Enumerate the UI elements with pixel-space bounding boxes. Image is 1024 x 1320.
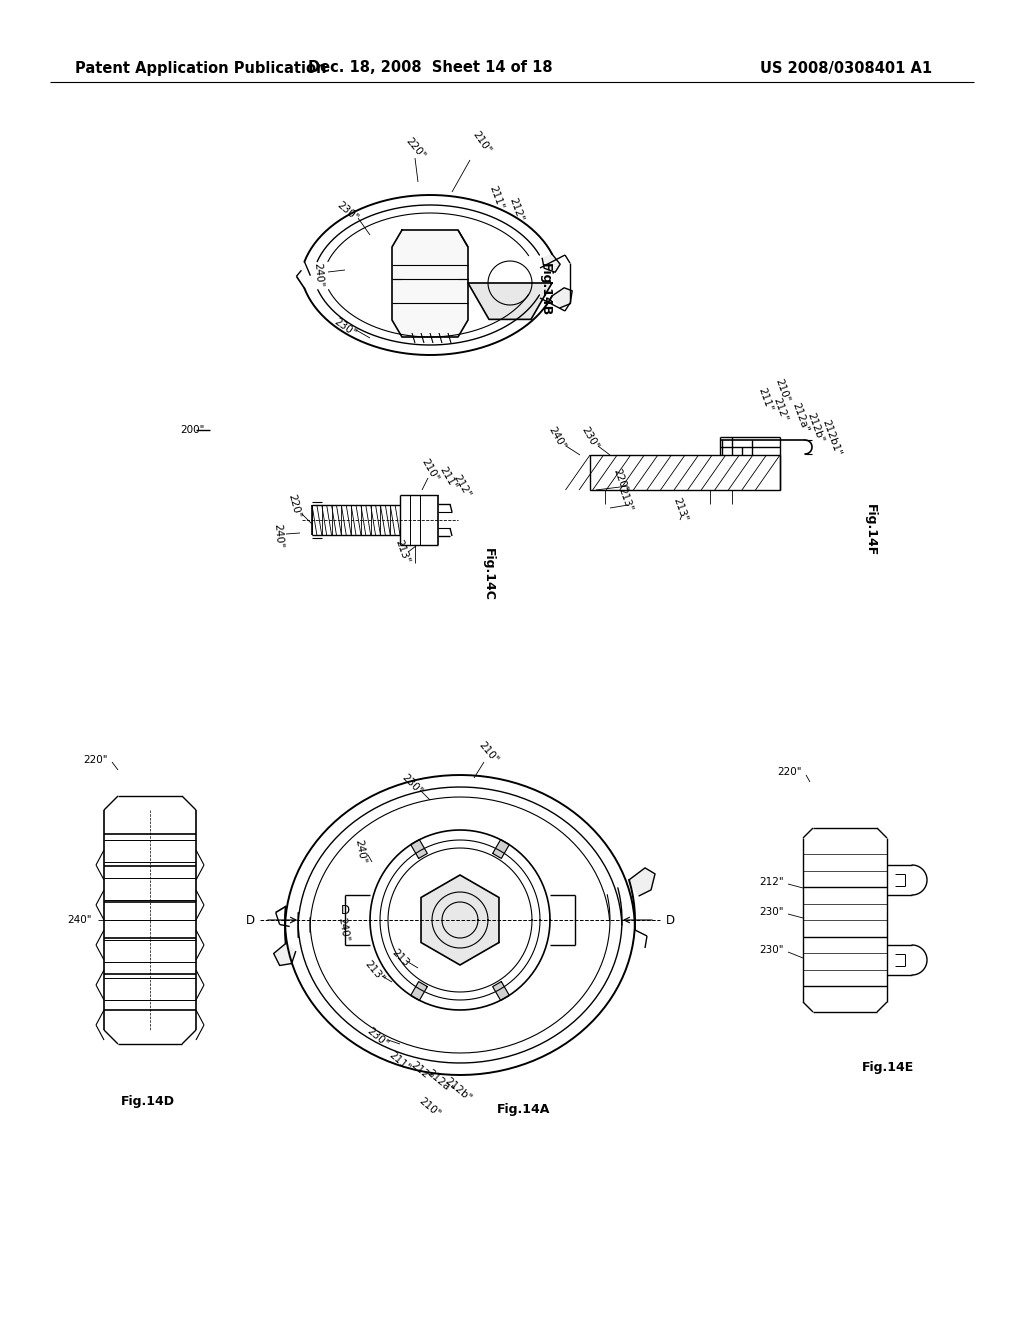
Text: 230": 230" [332, 317, 358, 339]
Text: 240": 240" [353, 840, 367, 865]
Text: 220": 220" [286, 492, 302, 519]
Text: 211": 211" [756, 387, 774, 413]
Text: Fig.14D: Fig.14D [121, 1096, 175, 1109]
Text: 210": 210" [773, 376, 791, 403]
Text: 211": 211" [437, 465, 459, 491]
Text: 213": 213" [393, 539, 411, 565]
Bar [590, 455, 780, 490]
Polygon shape [542, 255, 560, 272]
Polygon shape [392, 230, 468, 337]
Polygon shape [273, 944, 296, 965]
Text: Fig.14A: Fig.14A [498, 1104, 551, 1117]
Text: 212a": 212a" [425, 1068, 455, 1096]
Text: 210": 210" [418, 1097, 442, 1119]
Polygon shape [493, 982, 509, 1001]
Text: 240": 240" [547, 425, 567, 451]
Polygon shape [411, 840, 427, 858]
Text: Fig.14B: Fig.14B [539, 264, 552, 317]
Text: 212": 212" [771, 397, 788, 424]
Text: 212a": 212a" [790, 401, 810, 434]
Polygon shape [493, 840, 509, 858]
Text: 212": 212" [507, 197, 525, 223]
Text: 220": 220" [611, 467, 629, 494]
Text: 213: 213 [389, 948, 411, 969]
Text: D: D [246, 913, 255, 927]
Text: 213": 213" [616, 487, 634, 513]
Text: 220": 220" [403, 136, 427, 161]
Polygon shape [411, 982, 427, 1001]
Text: D: D [666, 913, 675, 927]
Text: 212b": 212b" [442, 1076, 473, 1104]
Text: 210": 210" [476, 739, 500, 764]
Text: 230": 230" [760, 907, 784, 917]
Text: 230": 230" [760, 945, 784, 954]
Text: 230": 230" [336, 201, 360, 223]
Text: 211": 211" [387, 1051, 413, 1073]
Text: Fig.14C: Fig.14C [481, 548, 495, 601]
Text: 213": 213" [671, 496, 689, 523]
Text: 210": 210" [420, 457, 440, 483]
Text: 212b": 212b" [805, 412, 825, 445]
Text: 230": 230" [366, 1026, 390, 1049]
Polygon shape [629, 867, 655, 896]
Text: 220": 220" [84, 755, 108, 766]
Text: 212": 212" [760, 876, 784, 887]
Text: 200": 200" [180, 425, 205, 436]
Text: 211": 211" [487, 185, 505, 211]
Text: 230": 230" [399, 772, 424, 797]
Text: 212": 212" [452, 473, 472, 499]
Text: Fig.14F: Fig.14F [863, 504, 877, 556]
Text: Fig.14E: Fig.14E [862, 1061, 914, 1074]
Text: 230": 230" [580, 425, 600, 451]
Text: 240": 240" [336, 917, 350, 942]
Text: 212b1": 212b1" [821, 418, 843, 458]
Text: 212": 212" [410, 1060, 434, 1084]
Text: US 2008/0308401 A1: US 2008/0308401 A1 [760, 61, 932, 75]
Text: Patent Application Publication: Patent Application Publication [75, 61, 327, 75]
Text: Dec. 18, 2008  Sheet 14 of 18: Dec. 18, 2008 Sheet 14 of 18 [307, 61, 552, 75]
Polygon shape [468, 282, 552, 319]
Polygon shape [421, 875, 499, 965]
Text: 213": 213" [362, 960, 386, 985]
Text: D: D [340, 903, 349, 916]
Text: 240": 240" [272, 523, 284, 549]
Text: 240": 240" [68, 915, 92, 925]
Text: 220": 220" [777, 767, 802, 777]
Text: 210": 210" [471, 129, 494, 154]
Text: 240": 240" [312, 263, 324, 288]
Polygon shape [552, 288, 572, 308]
